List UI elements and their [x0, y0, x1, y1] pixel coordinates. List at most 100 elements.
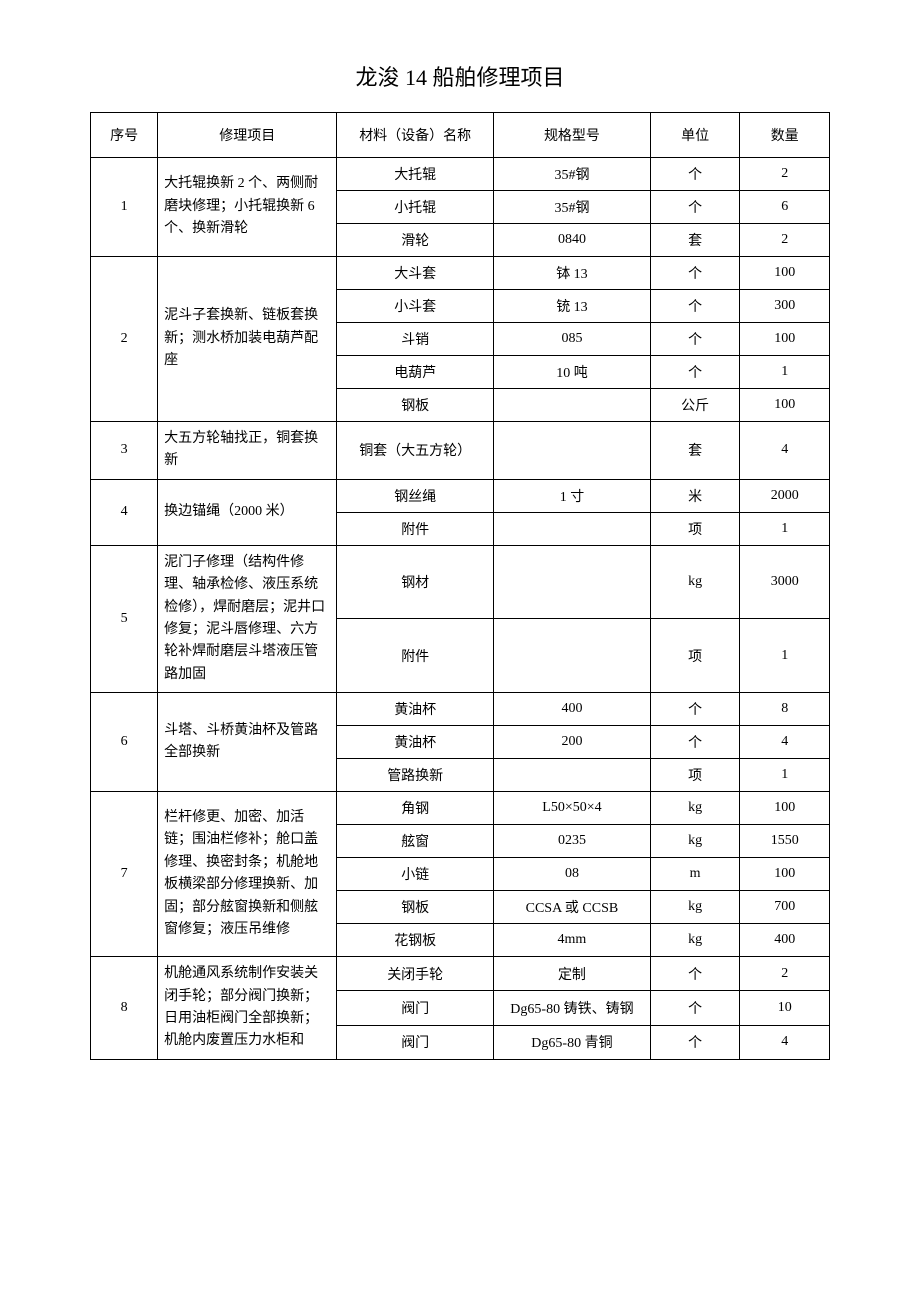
cell-project: 泥斗子套换新、链板套换新；测水桥加装电葫芦配座	[158, 257, 337, 422]
cell-qty: 100	[740, 858, 830, 891]
cell-unit: 个	[650, 957, 740, 991]
cell-seq: 7	[91, 792, 158, 957]
cell-spec	[494, 545, 651, 619]
cell-material: 铜套（大五方轮）	[337, 422, 494, 480]
cell-spec: Dg65-80 青铜	[494, 1025, 651, 1059]
cell-spec: 0840	[494, 224, 651, 257]
cell-spec: 085	[494, 323, 651, 356]
cell-spec: 10 吨	[494, 356, 651, 389]
cell-material: 大托辊	[337, 158, 494, 191]
cell-material: 电葫芦	[337, 356, 494, 389]
cell-material: 滑轮	[337, 224, 494, 257]
cell-spec: 200	[494, 726, 651, 759]
cell-unit: 项	[650, 512, 740, 545]
table-header-row: 序号 修理项目 材料（设备）名称 规格型号 单位 数量	[91, 113, 830, 158]
cell-spec: 35#钢	[494, 158, 651, 191]
cell-material: 附件	[337, 619, 494, 693]
header-spec: 规格型号	[494, 113, 651, 158]
cell-unit: m	[650, 858, 740, 891]
cell-material: 阀门	[337, 991, 494, 1025]
cell-unit: 个	[650, 191, 740, 224]
cell-project: 换边锚绳（2000 米）	[158, 479, 337, 545]
cell-spec: 1 寸	[494, 479, 651, 512]
cell-project: 大托辊换新 2 个、两侧耐磨块修理；小托辊换新 6 个、换新滑轮	[158, 158, 337, 257]
cell-seq: 1	[91, 158, 158, 257]
cell-seq: 2	[91, 257, 158, 422]
cell-qty: 1	[740, 759, 830, 792]
cell-unit: 项	[650, 619, 740, 693]
cell-qty: 1	[740, 512, 830, 545]
cell-unit: 项	[650, 759, 740, 792]
cell-qty: 300	[740, 290, 830, 323]
cell-qty: 2	[740, 957, 830, 991]
table-row: 1大托辊换新 2 个、两侧耐磨块修理；小托辊换新 6 个、换新滑轮大托辊35#钢…	[91, 158, 830, 191]
cell-unit: 个	[650, 158, 740, 191]
cell-spec	[494, 759, 651, 792]
cell-spec: 08	[494, 858, 651, 891]
cell-unit: kg	[650, 545, 740, 619]
cell-seq: 8	[91, 957, 158, 1060]
table-body: 1大托辊换新 2 个、两侧耐磨块修理；小托辊换新 6 个、换新滑轮大托辊35#钢…	[91, 158, 830, 1060]
table-row: 8机舱通风系统制作安装关闭手轮；部分阀门换新；日用油柜阀门全部换新；机舱内废置压…	[91, 957, 830, 991]
cell-unit: 套	[650, 224, 740, 257]
cell-unit: 米	[650, 479, 740, 512]
header-qty: 数量	[740, 113, 830, 158]
cell-unit: 个	[650, 1025, 740, 1059]
cell-unit: kg	[650, 825, 740, 858]
cell-unit: 公斤	[650, 389, 740, 422]
cell-qty: 1	[740, 356, 830, 389]
cell-spec: 定制	[494, 957, 651, 991]
cell-spec: 铳 13	[494, 290, 651, 323]
cell-unit: 个	[650, 356, 740, 389]
cell-material: 黄油杯	[337, 726, 494, 759]
cell-material: 小斗套	[337, 290, 494, 323]
cell-seq: 4	[91, 479, 158, 545]
cell-spec: 4mm	[494, 924, 651, 957]
cell-material: 小链	[337, 858, 494, 891]
repair-table: 序号 修理项目 材料（设备）名称 规格型号 单位 数量 1大托辊换新 2 个、两…	[90, 112, 830, 1060]
cell-material: 附件	[337, 512, 494, 545]
table-row: 3大五方轮轴找正，铜套换新铜套（大五方轮）套4	[91, 422, 830, 480]
cell-spec: 0235	[494, 825, 651, 858]
cell-unit: kg	[650, 924, 740, 957]
table-row: 7栏杆修更、加密、加活链；围油栏修补；舱口盖修理、换密封条；机舱地板横梁部分修理…	[91, 792, 830, 825]
cell-material: 关闭手轮	[337, 957, 494, 991]
cell-qty: 1	[740, 619, 830, 693]
cell-qty: 2	[740, 224, 830, 257]
cell-material: 钢材	[337, 545, 494, 619]
table-row: 4换边锚绳（2000 米）钢丝绳1 寸米2000	[91, 479, 830, 512]
cell-unit: kg	[650, 792, 740, 825]
cell-unit: kg	[650, 891, 740, 924]
cell-spec: 35#钢	[494, 191, 651, 224]
cell-material: 阀门	[337, 1025, 494, 1059]
cell-qty: 2	[740, 158, 830, 191]
header-unit: 单位	[650, 113, 740, 158]
cell-material: 大斗套	[337, 257, 494, 290]
cell-qty: 100	[740, 792, 830, 825]
page-title: 龙浚 14 船舶修理项目	[90, 60, 830, 92]
header-material: 材料（设备）名称	[337, 113, 494, 158]
table-row: 2泥斗子套换新、链板套换新；测水桥加装电葫芦配座大斗套钵 13个100	[91, 257, 830, 290]
cell-project: 栏杆修更、加密、加活链；围油栏修补；舱口盖修理、换密封条；机舱地板横梁部分修理换…	[158, 792, 337, 957]
cell-spec: 400	[494, 693, 651, 726]
cell-material: 舷窗	[337, 825, 494, 858]
cell-spec	[494, 619, 651, 693]
cell-qty: 8	[740, 693, 830, 726]
cell-project: 斗塔、斗桥黄油杯及管路全部换新	[158, 693, 337, 792]
cell-qty: 100	[740, 389, 830, 422]
cell-qty: 100	[740, 257, 830, 290]
cell-qty: 3000	[740, 545, 830, 619]
cell-unit: 个	[650, 726, 740, 759]
cell-qty: 6	[740, 191, 830, 224]
cell-seq: 6	[91, 693, 158, 792]
cell-unit: 套	[650, 422, 740, 480]
cell-material: 管路换新	[337, 759, 494, 792]
table-row: 6斗塔、斗桥黄油杯及管路全部换新黄油杯400个8	[91, 693, 830, 726]
cell-qty: 1550	[740, 825, 830, 858]
cell-material: 斗销	[337, 323, 494, 356]
cell-unit: 个	[650, 257, 740, 290]
cell-unit: 个	[650, 991, 740, 1025]
cell-unit: 个	[650, 323, 740, 356]
cell-seq: 5	[91, 545, 158, 692]
cell-spec: 钵 13	[494, 257, 651, 290]
